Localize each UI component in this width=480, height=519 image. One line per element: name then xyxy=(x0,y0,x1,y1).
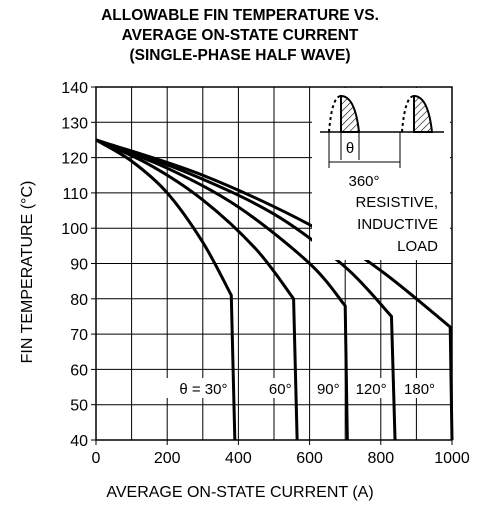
inset-pulse-dashed-2 xyxy=(401,95,415,133)
inset-pulse-dashed-1 xyxy=(328,95,342,133)
series-label-bg xyxy=(407,378,438,398)
series-line-5 xyxy=(95,138,454,441)
y-tick-label: 110 xyxy=(62,186,88,203)
x-tick-label: 600 xyxy=(296,450,323,467)
series-label-1: θ = 30° xyxy=(179,381,227,398)
y-tick-label: 140 xyxy=(61,80,88,97)
chart-title-line-3: (SINGLE-PHASE HALF WAVE) xyxy=(129,47,351,64)
x-tick-label: 0 xyxy=(92,450,101,467)
inset-theta-label: θ xyxy=(346,140,354,157)
y-tick-label: 80 xyxy=(70,292,88,309)
series-label-bg xyxy=(311,378,342,398)
inset-period-label: 360° xyxy=(348,173,379,190)
x-tick-label: 200 xyxy=(154,450,181,467)
series-label-5: 180° xyxy=(404,381,435,398)
chart-title: ALLOWABLE FIN TEMPERATURE VS. AVERAGE ON… xyxy=(0,6,480,66)
y-tick-label: 70 xyxy=(70,327,88,344)
inset-pulse-solid-1 xyxy=(340,94,361,133)
series-line-2 xyxy=(95,138,299,441)
y-tick-label: 90 xyxy=(70,257,88,274)
inset-load-line-2: INDUCTIVE xyxy=(357,216,438,233)
series-line-3 xyxy=(95,138,349,441)
chart-title-line-2: AVERAGE ON-STATE CURRENT xyxy=(121,27,359,44)
x-axis-label: AVERAGE ON-STATE CURRENT (A) xyxy=(106,484,374,501)
inset-pulse-solid-2 xyxy=(413,94,434,133)
series-label-bg xyxy=(161,378,230,398)
y-tick-label: 120 xyxy=(61,151,88,168)
series-line-4 xyxy=(95,138,397,441)
y-tick-label: 50 xyxy=(70,398,88,415)
series-label-2: 60° xyxy=(269,381,292,398)
chart-title-line-1: ALLOWABLE FIN TEMPERATURE VS. xyxy=(101,7,379,24)
x-tick-label: 1000 xyxy=(434,450,470,467)
x-tick-label: 400 xyxy=(225,450,252,467)
series-label-4: 120° xyxy=(356,381,387,398)
series-label-bg xyxy=(263,378,294,398)
y-tick-label: 40 xyxy=(70,433,88,450)
x-tick-label: 800 xyxy=(367,450,394,467)
y-tick-label: 130 xyxy=(61,115,88,132)
series-label-bg xyxy=(358,378,389,398)
inset-load-line-3: LOAD xyxy=(397,238,438,255)
y-tick-label: 60 xyxy=(70,362,88,379)
series-label-3: 90° xyxy=(317,381,340,398)
y-tick-label: 100 xyxy=(61,221,88,238)
inset-load-line-1: RESISTIVE, xyxy=(355,194,438,211)
series-line-1 xyxy=(95,138,237,441)
